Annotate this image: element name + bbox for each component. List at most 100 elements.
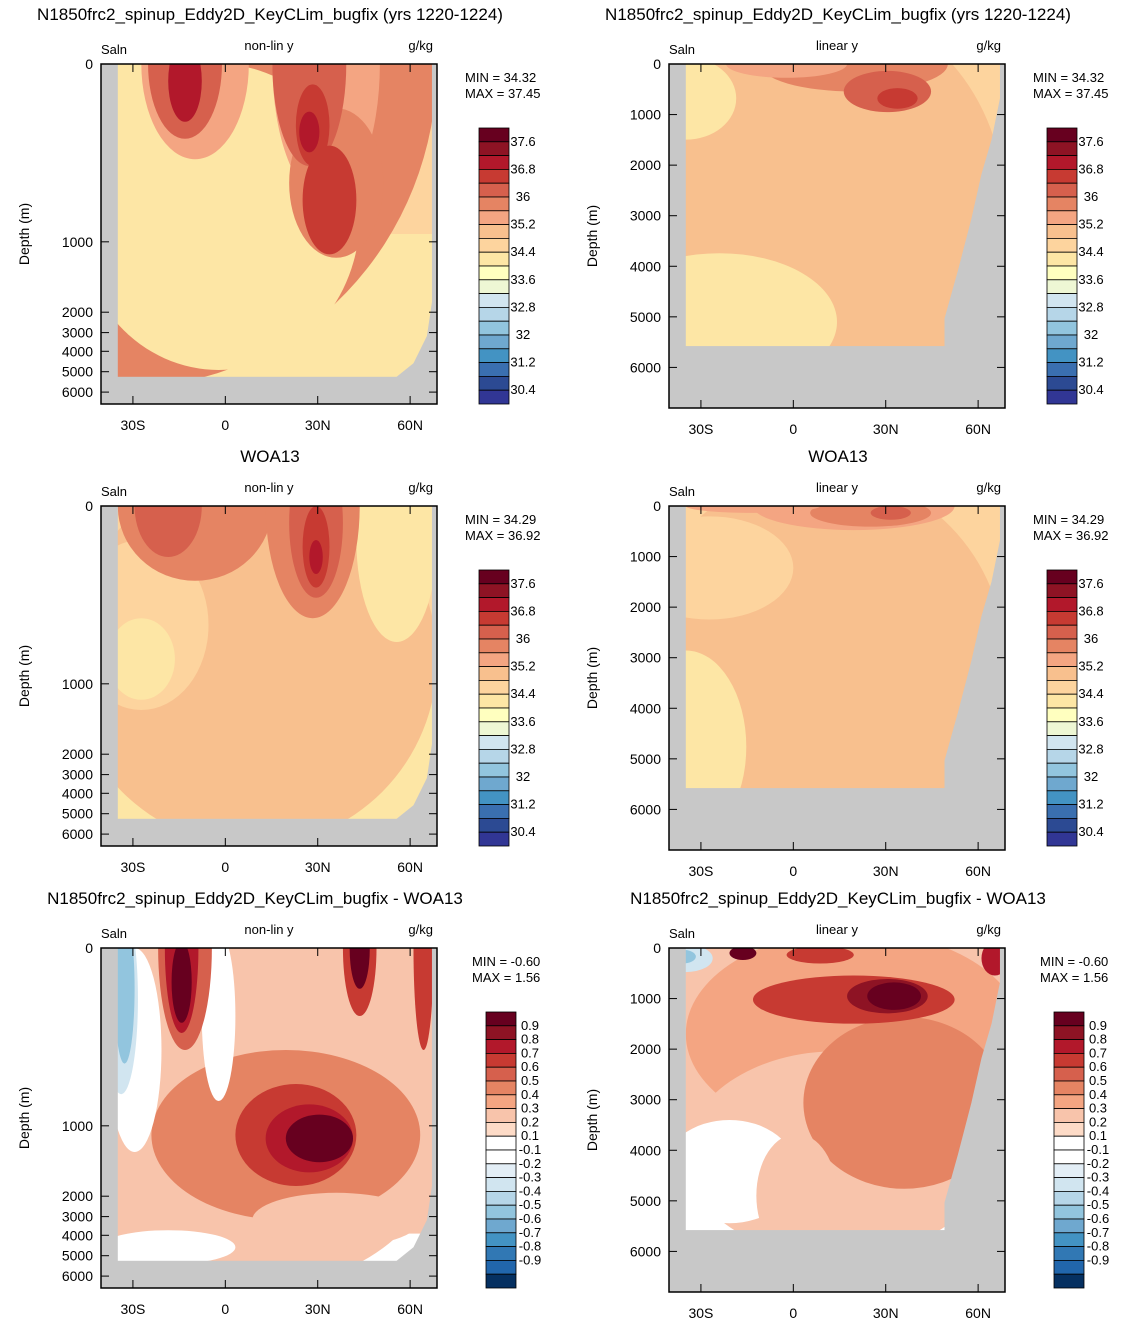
plot-frame <box>100 947 438 1289</box>
colorbar-swatch <box>485 1135 517 1151</box>
plot-frame <box>668 63 1006 409</box>
colorbar-swatch <box>1053 1218 1085 1234</box>
x-tick-label: 0 <box>789 421 797 437</box>
colorbar-label: 34.4 <box>510 244 535 259</box>
colorbar-swatch <box>1046 320 1078 336</box>
contour-field <box>669 64 1005 408</box>
colorbar-label: 0.5 <box>1089 1073 1107 1088</box>
colorbar-swatch <box>478 224 510 239</box>
max-value: MAX = 36.92 <box>1033 528 1109 543</box>
colorbar-label: 36 <box>1084 631 1098 646</box>
colorbar-label: 37.6 <box>1078 576 1103 591</box>
colorbar-swatch <box>1046 251 1078 267</box>
y-tick-label: 5000 <box>630 309 661 325</box>
y-axis-label: Depth (m) <box>584 1089 600 1151</box>
colorbar-label: 33.6 <box>1078 272 1103 287</box>
colorbar: 0.90.80.70.60.50.40.30.20.1-0.1-0.2-0.3-… <box>485 1011 541 1289</box>
colorbar-label: 36.8 <box>510 603 535 618</box>
colorbar-label: 35.2 <box>1078 659 1103 674</box>
panel-title: N1850frc2_spinup_Eddy2D_KeyCLim_bugfix (… <box>37 5 503 24</box>
colorbar-swatch <box>1053 1232 1085 1248</box>
colorbar-swatch <box>1046 804 1078 819</box>
y-tick-label: 3000 <box>62 325 93 341</box>
panel-title: N1850frc2_spinup_Eddy2D_KeyCLim_bugfix -… <box>47 889 463 908</box>
colorbar-swatch <box>1046 776 1078 792</box>
contour-field <box>669 948 1005 1292</box>
y-tick-label: 0 <box>85 940 93 956</box>
colorbar-label: 32 <box>516 769 530 784</box>
land-mask <box>396 64 437 404</box>
colorbar-swatch <box>1046 818 1078 833</box>
contour-field <box>101 506 437 846</box>
center-label: linear y <box>816 922 858 937</box>
y-tick-label: 6000 <box>62 826 93 842</box>
colorbar-swatch <box>478 279 510 294</box>
x-tick-label: 30S <box>688 421 713 437</box>
contour-region <box>981 948 1005 976</box>
colorbar-label: -0.5 <box>519 1197 541 1212</box>
colorbar-label: 36 <box>1084 189 1098 204</box>
y-tick-label: 4000 <box>630 258 661 274</box>
center-label: non-lin y <box>244 480 294 495</box>
colorbar-label: 36.8 <box>1078 161 1103 176</box>
panel-6: N1850frc2_spinup_Eddy2D_KeyCLim_bugfix -… <box>584 889 1109 1321</box>
colorbar-swatch <box>1053 1246 1085 1261</box>
colorbar-swatch <box>478 237 510 253</box>
colorbar-label: -0.4 <box>1087 1183 1109 1198</box>
y-tick-label: 2000 <box>630 1041 661 1057</box>
colorbar-label: -0.7 <box>1087 1225 1109 1240</box>
y-tick-label: 2000 <box>630 599 661 615</box>
y-tick-label: 2000 <box>62 304 93 320</box>
left-label: Saln <box>669 42 695 57</box>
colorbar-swatch <box>1046 224 1078 239</box>
colorbar-swatch <box>1046 182 1078 198</box>
y-tick-label: 0 <box>653 56 661 72</box>
colorbar-swatch <box>1046 707 1078 723</box>
x-tick-label: 30S <box>688 863 713 879</box>
colorbar-swatch <box>1046 362 1078 377</box>
colorbar-swatch <box>478 196 510 212</box>
contour-region <box>877 88 918 109</box>
colorbar-swatch <box>1053 1273 1085 1289</box>
colorbar-swatch <box>1053 1135 1085 1151</box>
colorbar-swatch <box>1046 831 1078 847</box>
contour-region <box>870 506 911 520</box>
seafloor-mask <box>669 346 1005 408</box>
y-tick-label: 1000 <box>630 107 661 123</box>
colorbar: 37.6 36.8 36 35.2 34.4 33.6 32.8 32 31.2 30.4 <box>478 127 536 405</box>
y-tick-label: 2000 <box>62 746 93 762</box>
contour-region <box>810 506 932 527</box>
y-axis-label: Depth (m) <box>584 647 600 709</box>
x-tick-label: 60N <box>397 1301 423 1317</box>
colorbar-label: -0.9 <box>1087 1252 1109 1267</box>
colorbar-swatch <box>1046 790 1078 805</box>
contour-region <box>285 1114 353 1163</box>
y-tick-label: 0 <box>653 940 661 956</box>
y-tick-label: 1000 <box>630 991 661 1007</box>
left-label: Saln <box>101 484 127 499</box>
colorbar-swatch <box>478 611 510 626</box>
colorbar-label: 36 <box>516 189 530 204</box>
colorbar-swatch <box>1046 680 1078 695</box>
colorbar-swatch <box>478 693 510 709</box>
colorbar-label: -0.8 <box>1087 1239 1109 1254</box>
colorbar-swatch <box>1053 1260 1085 1275</box>
colorbar-label: 35.2 <box>510 659 535 674</box>
colorbar: 37.6 36.8 36 35.2 34.4 33.6 32.8 32 31.2 30.4 <box>478 569 536 847</box>
contour-region <box>803 1016 1005 1189</box>
colorbar-label: 34.4 <box>510 686 535 701</box>
colorbar-swatch <box>1046 569 1078 585</box>
colorbar-swatch <box>485 1260 517 1275</box>
colorbar-swatch <box>1046 334 1078 350</box>
colorbar-label: 0.6 <box>521 1059 539 1074</box>
contour-field <box>101 948 437 1288</box>
max-value: MAX = 37.45 <box>465 86 541 101</box>
land-left <box>101 64 118 404</box>
colorbar-swatch <box>485 1011 517 1027</box>
colorbar-label: 33.6 <box>1078 714 1103 729</box>
colorbar-label: 0.4 <box>521 1087 539 1102</box>
colorbar-label: 32 <box>516 327 530 342</box>
contour-region <box>134 506 202 557</box>
contour-region <box>101 1230 236 1265</box>
contour-region <box>107 618 175 700</box>
